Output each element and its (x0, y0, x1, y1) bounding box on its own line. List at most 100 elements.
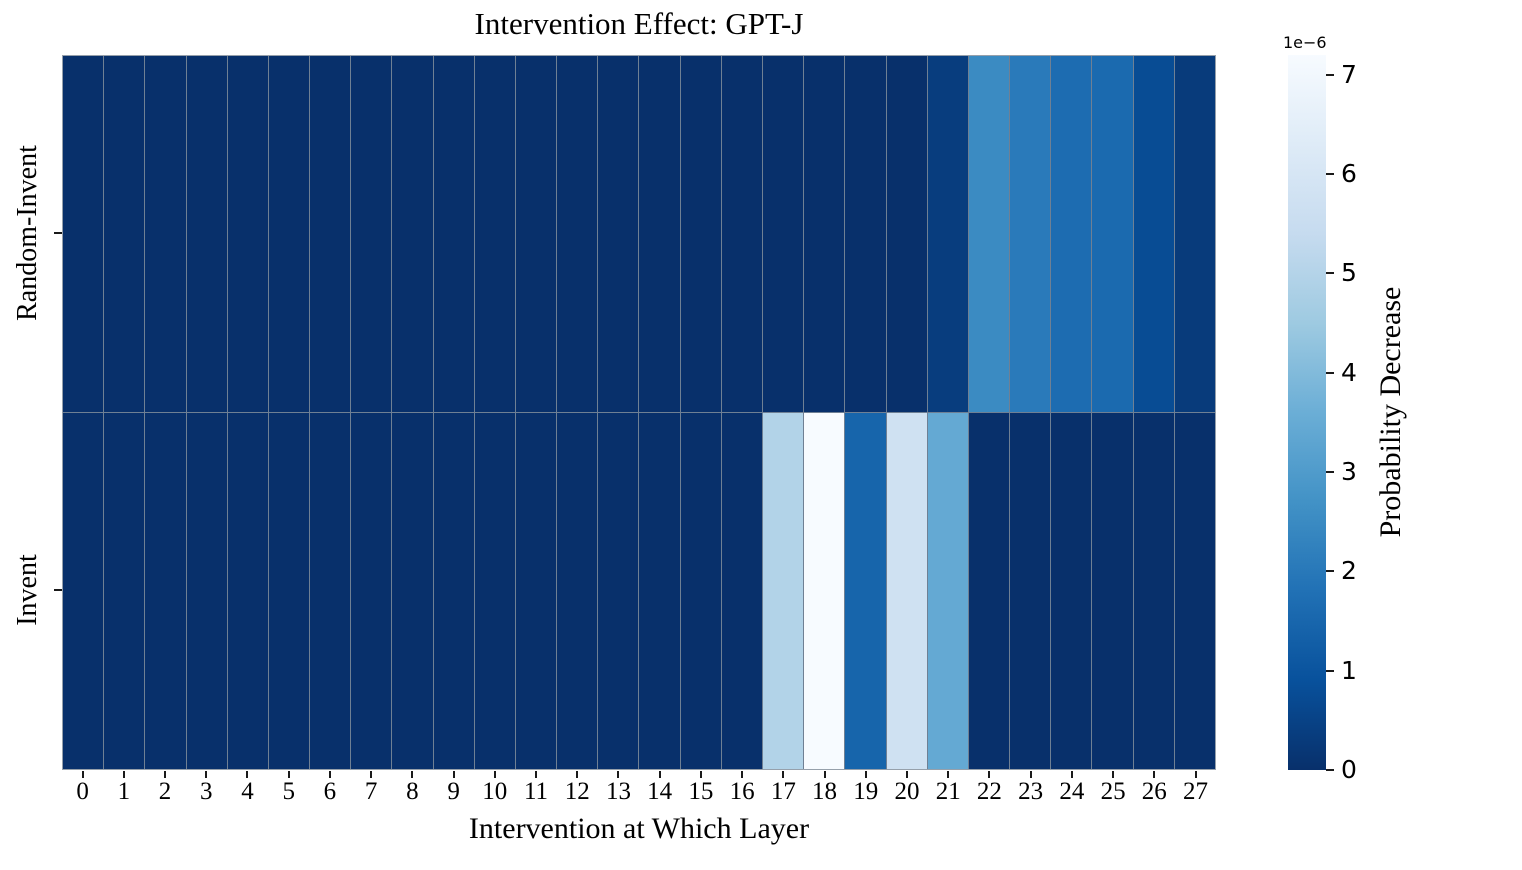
heatmap-cell (227, 56, 268, 412)
heatmap-cell (804, 56, 845, 412)
y-tick-mark (54, 589, 62, 591)
x-tick-mark (287, 771, 290, 778)
heatmap-cell (680, 413, 721, 769)
x-tick: 8 (392, 771, 433, 805)
heatmap-cell (845, 56, 886, 412)
x-tick-label: 22 (976, 778, 1002, 805)
heatmap-cell (433, 56, 474, 412)
x-tick-label: 9 (447, 778, 460, 805)
heatmap-cell (186, 56, 227, 412)
heatmap-cell (145, 56, 186, 412)
heatmap-cell (474, 56, 515, 412)
x-tick: 1 (103, 771, 144, 805)
x-tick: 12 (557, 771, 598, 805)
x-tick: 3 (186, 771, 227, 805)
heatmap-cell (598, 56, 639, 412)
heatmap-cell (104, 56, 145, 412)
x-tick-mark (699, 771, 702, 778)
heatmap-cell (1010, 413, 1051, 769)
x-tick: 11 (515, 771, 556, 805)
heatmap-cell (268, 413, 310, 769)
x-tick: 26 (1134, 771, 1175, 805)
x-tick-label: 24 (1059, 778, 1085, 805)
x-tick-mark (122, 771, 125, 778)
x-axis-label: Intervention at Which Layer (468, 812, 810, 845)
heatmap-cell (886, 413, 927, 769)
x-tick-mark (1153, 771, 1156, 778)
heatmap-cell (804, 413, 845, 769)
x-tick: 22 (969, 771, 1010, 805)
heatmap-cell (1133, 56, 1174, 412)
heatmap-cell (474, 413, 515, 769)
colorbar-tick-mark (1326, 570, 1334, 573)
heatmap-cell (845, 413, 886, 769)
x-tick: 0 (62, 771, 103, 805)
x-tick-mark (905, 771, 908, 778)
heatmap-cell (1010, 56, 1051, 412)
x-tick-mark (1194, 771, 1197, 778)
heatmap-cell (310, 413, 351, 769)
colorbar-tick-label: 4 (1341, 357, 1357, 387)
x-tick-label: 5 (282, 778, 295, 805)
x-tick-label: 15 (688, 778, 714, 805)
ytick-label-invent: Invent (12, 554, 43, 626)
x-tick-mark (741, 771, 744, 778)
heatmap-cell (721, 413, 763, 769)
heatmap-cell (186, 413, 227, 769)
x-tick-mark (1070, 771, 1073, 778)
heatmap-cell (351, 413, 392, 769)
x-tick-label: 12 (564, 778, 590, 805)
x-tick-mark (617, 771, 620, 778)
heatmap-cell (1174, 413, 1215, 769)
heatmap-cell (433, 413, 474, 769)
x-tick: 10 (474, 771, 515, 805)
colorbar-tick-label: 3 (1341, 456, 1357, 486)
x-tick-mark (823, 771, 826, 778)
x-tick: 2 (144, 771, 185, 805)
x-tick: 15 (680, 771, 721, 805)
x-tick-label: 7 (364, 778, 378, 805)
heatmap-cell (886, 56, 927, 412)
colorbar-tick-label: 1 (1341, 655, 1357, 685)
x-tick-label: 6 (323, 778, 337, 805)
heatmap-cell (63, 56, 104, 412)
colorbar-tick-mark (1326, 371, 1334, 374)
heatmap-cell (927, 413, 968, 769)
x-tick-mark (1029, 771, 1032, 778)
x-tick-mark (535, 771, 538, 778)
heatmap-cell (1092, 56, 1133, 412)
colorbar-tick-label: 2 (1341, 556, 1357, 586)
x-tick-label: 23 (1018, 778, 1044, 805)
x-tick: 6 (309, 771, 350, 805)
heatmap-cell (598, 413, 639, 769)
x-tick-label: 1 (117, 778, 131, 805)
colorbar-axis-label: Probability Decrease (1374, 286, 1407, 538)
x-tick: 23 (1010, 771, 1051, 805)
heatmap-cell (968, 413, 1010, 769)
x-tick-mark (947, 771, 950, 778)
colorbar-gradient (1288, 55, 1326, 770)
heatmap-cell (1133, 413, 1174, 769)
x-tick-mark (864, 771, 867, 778)
x-tick-mark (370, 771, 373, 778)
x-tick-mark (452, 771, 455, 778)
colorbar-tick-label: 0 (1341, 754, 1357, 784)
heatmap-cell (557, 56, 598, 412)
x-tick-label: 27 (1183, 778, 1209, 805)
colorbar-tick-label: 5 (1341, 258, 1357, 288)
colorbar-tick-mark (1326, 173, 1334, 176)
x-tick-label: 8 (406, 778, 419, 805)
colorbar-tick-mark (1326, 73, 1334, 76)
x-tick: 19 (845, 771, 886, 805)
heatmap-cell (557, 413, 598, 769)
x-tick-mark (246, 771, 249, 778)
heatmap-cell (763, 413, 804, 769)
heatmap-cell (392, 56, 433, 412)
heatmap-cell (268, 56, 310, 412)
heatmap-cell (310, 56, 351, 412)
colorbar-scale-label: 1e−6 (1283, 33, 1327, 52)
x-tick-label: 20 (894, 778, 920, 805)
heatmap-cell (145, 413, 186, 769)
x-tick-label: 3 (200, 778, 213, 805)
x-tick-mark (411, 771, 414, 778)
